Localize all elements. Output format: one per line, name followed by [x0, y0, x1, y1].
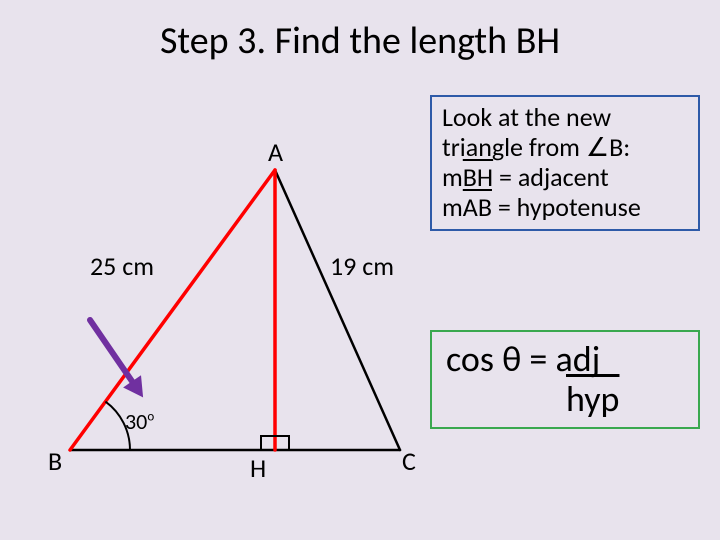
triangle-svg [50, 150, 430, 470]
segment-ab: AB [463, 191, 492, 223]
info-line3-post: = adjacent [493, 161, 609, 193]
info-line4: mAB = hypotenuse [442, 193, 688, 223]
info-line2-post: B: [609, 131, 630, 163]
info-line3: mBH = adjacent [442, 163, 688, 193]
vertex-label-c: C [402, 445, 416, 477]
side-ac-label: 19 cm [330, 250, 394, 282]
formula-hyp: hyp [566, 377, 619, 421]
vertex-label-h: H [250, 452, 266, 484]
angle-symbol-icon: ∠ [586, 131, 609, 163]
info-line4-post: = hypotenuse [492, 191, 641, 223]
info-line1: Look at the new [442, 103, 688, 133]
segment-bh: BH [463, 161, 493, 193]
vertex-label-a: A [268, 136, 283, 168]
info-line2: triangle from ∠B: [442, 133, 688, 163]
formula-box: cos θ = adj hyp [430, 330, 700, 429]
triangle-diagram: A B H C 25 cm 19 cm 30o [50, 150, 430, 470]
info-line2-pre: triangle from [442, 131, 586, 163]
angle-b-label: 30o [125, 408, 154, 435]
vertex-label-b: B [48, 445, 62, 477]
info-line3-pre: m [442, 161, 463, 193]
angle-unit: o [147, 410, 154, 425]
side-ab-label: 25 cm [90, 250, 154, 282]
formula-top: cos θ = adj [446, 340, 684, 380]
angle-degrees: 30 [125, 408, 147, 435]
formula-bottom: hyp [446, 380, 684, 420]
page-title: Step 3. Find the length BH [0, 18, 720, 64]
info-line4-pre: m [442, 191, 463, 223]
info-box: Look at the new triangle from ∠B: mBH = … [430, 95, 700, 231]
